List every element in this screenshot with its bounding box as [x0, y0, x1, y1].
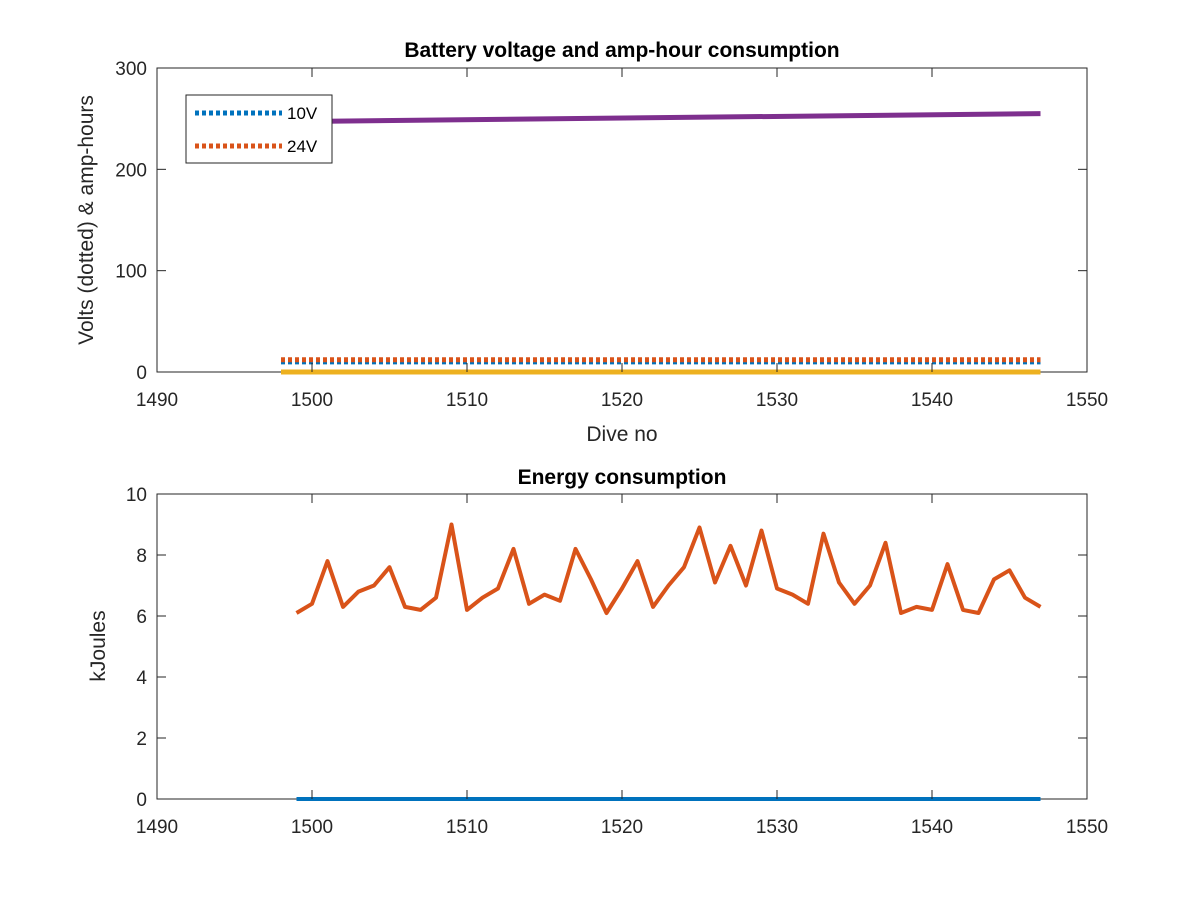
battery-chart: 1490 1500 1510 1520 1530 1540 1550 0 100 200 300 B… — [75, 39, 1108, 446]
x-tick-label: 1500 — [291, 817, 333, 838]
series-lines — [295, 522, 1042, 801]
legend-label-10v: 10V — [287, 104, 318, 123]
x-axis-label: Dive no — [586, 423, 657, 446]
x-tick-label: 1500 — [291, 390, 333, 411]
x-tick-label: 1530 — [756, 817, 798, 838]
x-tick-label: 1540 — [911, 817, 953, 838]
y-tick-label: 0 — [136, 790, 147, 811]
x-tick-label: 1540 — [911, 390, 953, 411]
y-tick-label: 200 — [115, 160, 147, 181]
plot-area — [156, 493, 1088, 800]
y-tick-label: 8 — [136, 546, 147, 567]
x-tick-label: 1520 — [601, 390, 643, 411]
y-axis-label: kJoules — [87, 610, 110, 681]
x-tick-label: 1550 — [1066, 817, 1108, 838]
series-line-1-4 — [280, 111, 1041, 125]
x-tick-label: 1520 — [601, 817, 643, 838]
energy-chart: 1490 1500 1510 1520 1530 1540 1550 0 2 4 6 8 10 Ener… — [87, 466, 1108, 838]
x-tick-label: 1510 — [446, 390, 488, 411]
y-tick-label: 6 — [136, 607, 147, 628]
chart-title: Energy consumption — [518, 466, 727, 489]
x-tick-label: 1490 — [136, 390, 178, 411]
axis-ticks: 1490 1500 1510 1520 1530 1540 1550 0 2 4 6 8 10 — [126, 485, 1108, 838]
x-tick-label: 1510 — [446, 817, 488, 838]
y-tick-label: 0 — [136, 363, 147, 384]
legend: 10V 24V — [185, 94, 333, 164]
y-tick-label: 4 — [136, 668, 147, 689]
axis-ticks: 1490 1500 1510 1520 1530 1540 1550 0 100 200 300 — [115, 59, 1108, 411]
y-tick-label: 100 — [115, 262, 147, 283]
series-lines — [280, 111, 1041, 375]
chart-title: Battery voltage and amp-hour consumption — [404, 39, 839, 62]
x-tick-label: 1530 — [756, 390, 798, 411]
y-tick-label: 300 — [115, 59, 147, 80]
legend-box — [185, 94, 333, 164]
x-tick-label: 1490 — [136, 817, 178, 838]
series-line-2-2 — [295, 522, 1042, 615]
y-tick-label: 10 — [126, 485, 147, 506]
x-tick-label: 1550 — [1066, 390, 1108, 411]
legend-label-24v: 24V — [287, 137, 318, 156]
y-tick-label: 2 — [136, 729, 147, 750]
y-axis-label: Volts (dotted) & amp-hours — [75, 95, 98, 345]
